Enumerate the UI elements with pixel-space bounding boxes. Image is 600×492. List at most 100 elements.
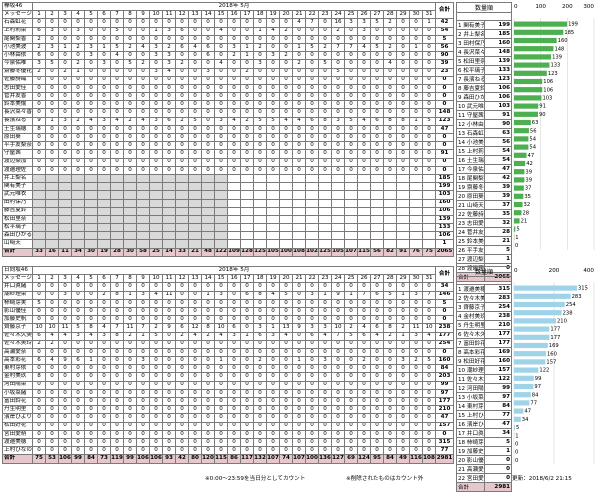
day-count: 0 (189, 76, 202, 84)
day-count: 0 (254, 406, 267, 414)
day-count: 0 (228, 406, 241, 414)
day-count: 0 (423, 447, 436, 455)
day-count: 2 (241, 117, 254, 125)
day-count: 0 (228, 299, 241, 307)
day-count: 0 (98, 158, 111, 166)
member-total: 0 (436, 101, 454, 109)
day-count (176, 174, 189, 182)
day-count: 0 (280, 101, 293, 109)
day-count: 0 (137, 109, 150, 117)
day-header: 3 (59, 11, 72, 19)
bar-value-label: 90 (539, 112, 546, 118)
day-count: 13 (280, 324, 293, 332)
day-count: 0 (59, 438, 72, 446)
day-count: 2 (241, 68, 254, 76)
day-count (241, 199, 254, 207)
day-count: 0 (410, 430, 423, 438)
day-count: 0 (371, 299, 384, 307)
day-count: 0 (85, 438, 98, 446)
member-total: 106 (436, 232, 454, 240)
day-count: 0 (358, 134, 371, 142)
day-count (176, 183, 189, 191)
rank-value: 35 (484, 210, 512, 219)
day-count: 0 (267, 389, 280, 397)
day-count: 0 (384, 283, 397, 291)
day-count: 0 (384, 166, 397, 174)
rank-name: 6 松平璃子 (457, 66, 485, 75)
bar (514, 202, 523, 207)
day-count (111, 224, 124, 232)
day-count: 0 (397, 76, 410, 84)
day-count (150, 199, 163, 207)
day-count (72, 174, 85, 182)
rank-row: 19 加藤史帆1 (457, 447, 512, 456)
day-count (85, 207, 98, 215)
day-count: 4 (267, 27, 280, 35)
day-count: 0 (280, 398, 293, 406)
day-count: 0 (33, 76, 46, 84)
day-count: 0 (254, 93, 267, 101)
day-count (280, 224, 293, 232)
day-count: 0 (410, 283, 423, 291)
day-count (33, 232, 46, 240)
rank-row: 18 尾関梨香42 (457, 174, 512, 183)
bar-value-label: 5 (516, 227, 519, 233)
day-count (397, 199, 410, 207)
day-count (280, 183, 293, 191)
day-count: 0 (72, 422, 85, 430)
day-count: 0 (85, 398, 98, 406)
day-count (33, 174, 46, 182)
day-count (332, 174, 345, 182)
rank-value: 133 (484, 66, 512, 75)
day-count: 0 (98, 76, 111, 84)
day-count: 0 (319, 316, 332, 324)
day-count: 10 (215, 324, 228, 332)
day-count: 0 (98, 125, 111, 133)
member-total: 5 (436, 35, 454, 43)
day-header: 20 (280, 11, 293, 19)
day-count: 0 (176, 76, 189, 84)
day-count: 6 (33, 27, 46, 35)
day-count (111, 215, 124, 223)
member-total: 203 (436, 373, 454, 381)
day-header: 22 (306, 275, 319, 283)
day-count: 0 (137, 283, 150, 291)
day-count: 0 (345, 125, 358, 133)
day-count: 0 (163, 125, 176, 133)
day-count: 0 (72, 166, 85, 174)
day-count: 0 (254, 52, 267, 60)
day-count: 0 (332, 406, 345, 414)
day-count (59, 232, 72, 240)
day-count: 0 (241, 19, 254, 27)
day-count: 4 (189, 332, 202, 340)
day-count (267, 240, 280, 248)
day-count (306, 240, 319, 248)
day-count: 6 (33, 357, 46, 365)
day-count: 0 (254, 299, 267, 307)
day-count: 0 (228, 414, 241, 422)
day-count: 0 (137, 93, 150, 101)
rank-value: 177 (484, 330, 512, 339)
day-count: 0 (332, 60, 345, 68)
bar (514, 136, 528, 141)
rank-name: 20 原田葵 (457, 192, 485, 201)
day-count: 0 (293, 365, 306, 373)
rank-value: 47 (484, 420, 512, 429)
day-count (371, 215, 384, 223)
day-count: 0 (345, 60, 358, 68)
day-count: 0 (85, 93, 98, 101)
day-sum: 106 (150, 455, 163, 463)
bar (514, 87, 542, 92)
day-count: 0 (267, 43, 280, 51)
rank-name: 15 上村ひなの (457, 411, 485, 420)
day-count (384, 183, 397, 191)
day-count: 2 (280, 52, 293, 60)
day-count: 0 (124, 125, 137, 133)
day-count (332, 191, 345, 199)
day-count (202, 224, 215, 232)
day-sum: 11 (59, 248, 72, 256)
day-count: 0 (150, 307, 163, 315)
